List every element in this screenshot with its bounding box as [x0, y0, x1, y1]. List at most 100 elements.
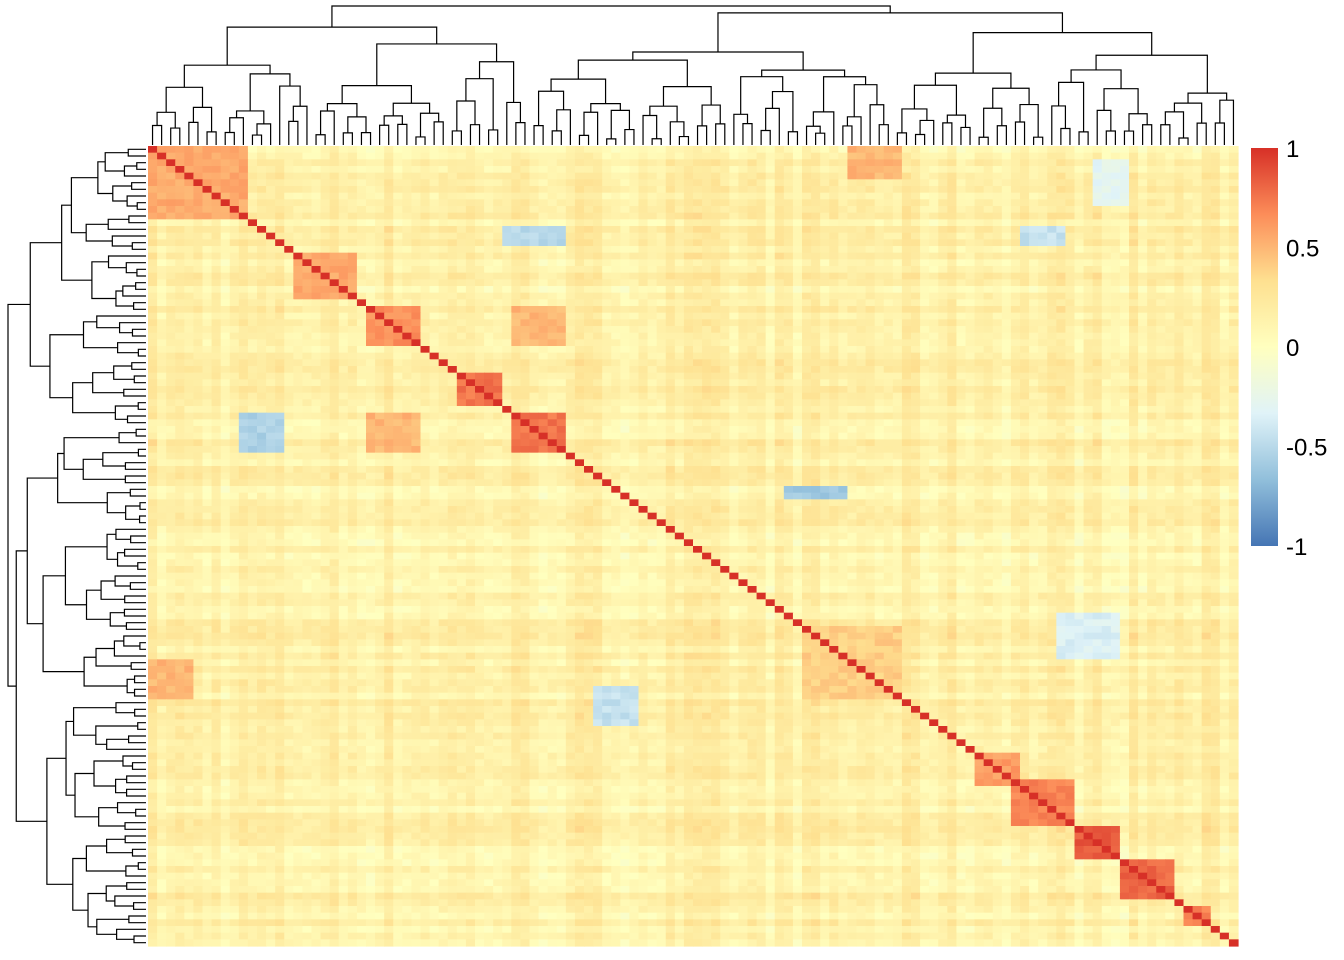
heatmap-cell: [1074, 152, 1085, 160]
heatmap-cell: [484, 259, 494, 267]
heatmap-cell: [892, 199, 903, 207]
heatmap-cell: [247, 386, 258, 394]
heatmap-cell: [211, 392, 222, 400]
heatmap-cell: [629, 312, 640, 320]
heatmap-cell: [1092, 332, 1103, 340]
heatmap-cell: [1092, 146, 1103, 154]
heatmap-cell: [611, 146, 621, 154]
heatmap-cell: [856, 272, 867, 280]
heatmap-cell: [1074, 232, 1085, 240]
heatmap-cell: [674, 299, 685, 307]
heatmap-cell: [1083, 346, 1094, 354]
heatmap-cell: [965, 252, 976, 260]
heatmap-cell: [1219, 292, 1230, 300]
heatmap-cell: [874, 206, 885, 214]
heatmap-cell: [865, 186, 876, 194]
heatmap-cell: [620, 339, 631, 347]
heatmap-cell: [1183, 219, 1194, 227]
heatmap-cell: [302, 359, 313, 367]
heatmap-cell: [175, 186, 185, 194]
heatmap-cell: [693, 186, 703, 194]
heatmap-cell: [1020, 326, 1030, 334]
heatmap-cell: [811, 192, 821, 200]
heatmap-cell: [674, 386, 685, 394]
heatmap-cell: [529, 339, 540, 347]
heatmap-cell: [302, 332, 313, 340]
heatmap-cell: [729, 206, 740, 214]
heatmap-cell: [774, 206, 785, 214]
heatmap-cell: [638, 319, 649, 327]
heatmap-cell: [1219, 299, 1230, 307]
heatmap-cell: [366, 179, 376, 187]
heatmap-cell: [774, 259, 785, 267]
heatmap-cell: [1065, 272, 1076, 280]
dendrogram-branch: [1019, 103, 1039, 138]
heatmap-cell: [238, 159, 249, 167]
heatmap-cell: [1156, 346, 1166, 354]
heatmap-cell: [983, 166, 994, 174]
heatmap-cell: [956, 326, 967, 334]
heatmap-cell: [402, 259, 413, 267]
heatmap-cell: [502, 379, 512, 387]
heatmap-cell: [856, 346, 867, 354]
heatmap-cell: [384, 212, 394, 220]
heatmap-cell: [420, 239, 431, 247]
heatmap-cell: [1147, 192, 1157, 200]
heatmap-cell: [656, 359, 667, 367]
heatmap-cell: [293, 252, 304, 260]
heatmap-cell: [1174, 319, 1185, 327]
heatmap-cell: [384, 312, 394, 320]
heatmap-cell: [1219, 359, 1230, 367]
heatmap-cell: [493, 392, 503, 400]
heatmap-cell: [1228, 306, 1239, 314]
heatmap-cell: [1056, 332, 1067, 340]
heatmap-cell: [765, 359, 776, 367]
heatmap-cell: [1210, 252, 1221, 260]
heatmap-cell: [865, 199, 876, 207]
heatmap-cell: [638, 326, 649, 334]
heatmap-cell: [1147, 386, 1157, 394]
heatmap-cell: [938, 146, 948, 154]
heatmap-cell: [711, 379, 721, 387]
heatmap-cell: [1056, 232, 1067, 240]
heatmap-cell: [565, 199, 576, 207]
heatmap-cell: [1047, 219, 1057, 227]
heatmap-cell: [1056, 366, 1067, 374]
heatmap-cell: [229, 232, 240, 240]
heatmap-cell: [911, 292, 921, 300]
heatmap-cell: [475, 192, 485, 200]
heatmap-cell: [502, 366, 512, 374]
heatmap-cell: [611, 379, 621, 387]
heatmap-cell: [656, 352, 667, 360]
heatmap-cell: [384, 246, 394, 254]
heatmap-cell: [247, 326, 258, 334]
heatmap-cell: [629, 359, 640, 367]
heatmap-cell: [638, 379, 649, 387]
heatmap-cell: [475, 146, 485, 154]
heatmap-cell: [311, 146, 322, 154]
heatmap-cell: [1083, 312, 1094, 320]
heatmap-cell: [502, 146, 512, 154]
heatmap-cell: [992, 312, 1003, 320]
heatmap-cell: [275, 206, 285, 214]
heatmap-cell: [157, 259, 167, 267]
heatmap-cell: [1083, 279, 1094, 287]
heatmap-cell: [901, 146, 912, 154]
heatmap-cell: [284, 366, 294, 374]
heatmap-cell: [302, 299, 313, 307]
heatmap-cell: [547, 359, 558, 367]
dendrogram-branch: [93, 760, 123, 787]
heatmap-cell: [711, 172, 721, 180]
heatmap-cell: [529, 326, 540, 334]
heatmap-cell: [1156, 319, 1166, 327]
heatmap-cell: [511, 292, 522, 300]
heatmap-cell: [611, 352, 621, 360]
heatmap-cell: [393, 352, 403, 360]
heatmap-cell: [838, 246, 849, 254]
heatmap-cell: [938, 252, 948, 260]
heatmap-cell: [1065, 366, 1076, 374]
heatmap-cell: [892, 246, 903, 254]
heatmap-cell: [647, 279, 658, 287]
heatmap-cell: [720, 246, 730, 254]
heatmap-cell: [1056, 192, 1067, 200]
